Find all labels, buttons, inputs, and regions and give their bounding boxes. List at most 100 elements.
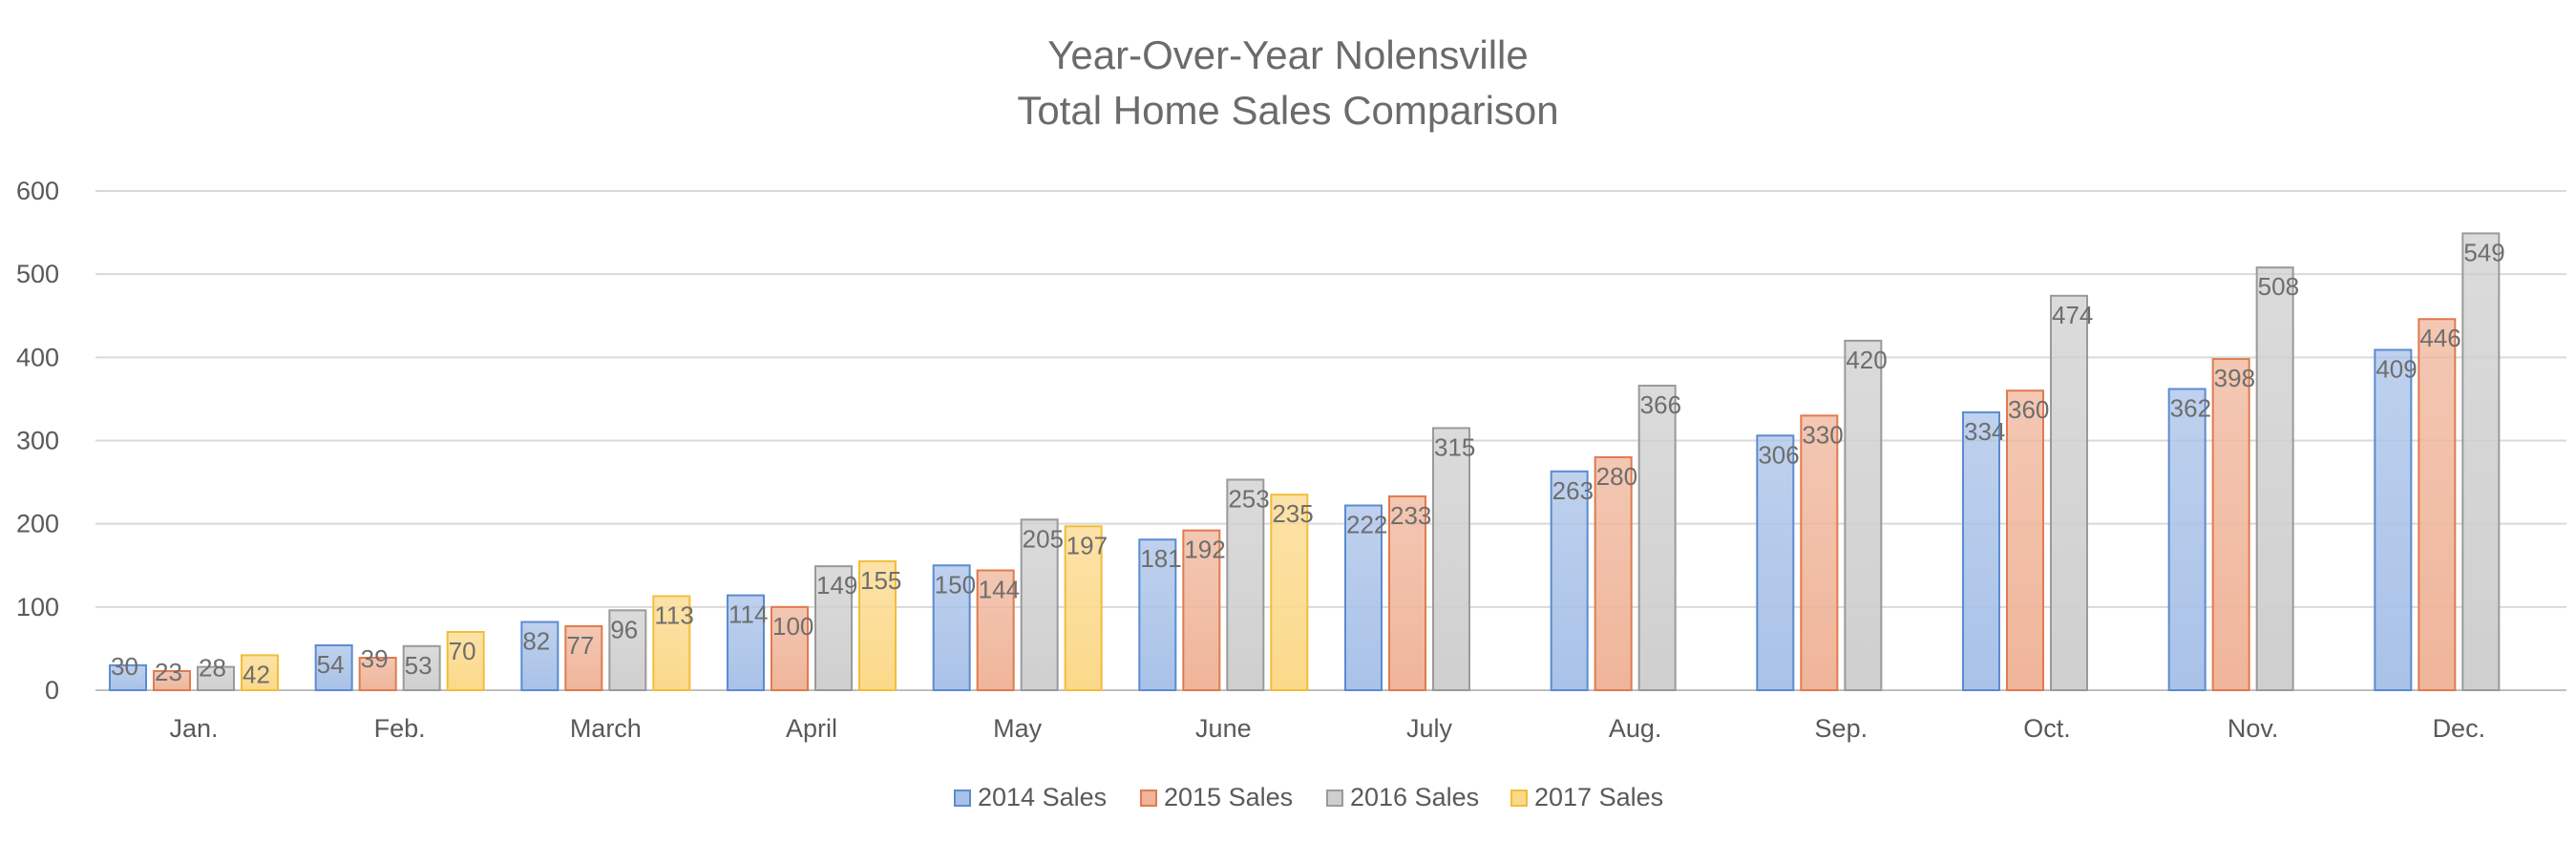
bar-2015-sales-dec — [2418, 318, 2457, 691]
x-tick-label: Nov. — [2228, 714, 2279, 743]
bar-2015-sales-feb — [358, 657, 397, 692]
x-tick-label: July — [1406, 714, 1453, 743]
bar-2016-sales-feb — [402, 644, 441, 692]
x-tick-label: Feb. — [374, 714, 426, 743]
data-label: 362 — [2170, 393, 2211, 422]
data-label: 28 — [199, 654, 226, 683]
data-label: 70 — [449, 637, 476, 665]
data-label: 113 — [654, 601, 693, 630]
bar-2017-sales-feb — [446, 630, 485, 692]
data-label: 360 — [2008, 395, 2049, 424]
bar-2014-sales-april — [727, 594, 765, 692]
x-tick-label: June — [1195, 714, 1252, 743]
data-label: 192 — [1184, 536, 1225, 564]
bar-2014-sales-nov — [2167, 388, 2206, 691]
bar-2017-sales-jan — [241, 654, 279, 692]
data-label: 53 — [405, 651, 433, 680]
data-label: 197 — [1066, 531, 1108, 559]
data-label: 222 — [1346, 510, 1387, 538]
bar-2016-sales-may — [1020, 518, 1059, 692]
data-label: 155 — [860, 566, 901, 595]
bar-2015-sales-march — [564, 624, 603, 691]
chart-title: Year-Over-Year Nolensville — [1047, 32, 1529, 77]
y-tick-label: 400 — [16, 343, 59, 371]
data-label: 39 — [361, 644, 389, 673]
y-tick-label: 200 — [16, 510, 59, 538]
chart-subtitle: Total Home Sales Comparison — [1017, 88, 1559, 133]
y-tick-label: 600 — [16, 177, 59, 205]
legend-label-2017-sales: 2017 Sales — [1534, 783, 1663, 811]
y-tick-label: 0 — [45, 676, 59, 705]
legend-swatch-2014-sales — [954, 789, 971, 807]
bar-2014-sales-oct — [1962, 410, 2000, 691]
bar-2014-sales-dec — [2374, 348, 2413, 691]
legend-label-2016-sales: 2016 Sales — [1350, 783, 1479, 811]
legend-swatch-2017-sales — [1510, 789, 1528, 807]
x-axis: Jan. Feb. March April May June July Aug. Sep. Oct… — [169, 714, 2485, 743]
data-label: 181 — [1140, 544, 1181, 573]
bar-2016-sales-dec — [2461, 232, 2501, 692]
data-label: 420 — [1846, 346, 1887, 374]
bar-2015-sales-oct — [2006, 389, 2044, 691]
bar-2017-sales-may — [1064, 525, 1103, 692]
bar-2016-sales-jan — [197, 665, 235, 691]
bar-2014-sales-may — [932, 564, 971, 691]
gridlines — [95, 190, 2566, 691]
data-label: 315 — [1434, 432, 1475, 461]
bar-2016-sales-nov — [2255, 266, 2294, 691]
x-tick-label: Jan. — [169, 714, 218, 743]
data-label: 30 — [111, 652, 138, 681]
x-tick-label: Aug. — [1609, 714, 1662, 743]
legend-swatch-2016-sales — [1326, 789, 1343, 807]
data-label: 235 — [1272, 499, 1313, 528]
data-label: 149 — [816, 571, 857, 600]
x-tick-label: Sep. — [1815, 714, 1869, 743]
bar-2014-sales-july — [1344, 504, 1383, 691]
data-label: 334 — [1964, 417, 2005, 446]
x-tick-label: May — [993, 714, 1043, 743]
data-label: 42 — [243, 660, 270, 688]
data-label: 23 — [155, 658, 182, 686]
data-label: 82 — [522, 627, 550, 656]
bar-2015-sales-aug — [1594, 455, 1633, 691]
x-tick-label: March — [570, 714, 642, 743]
data-label: 253 — [1228, 484, 1269, 513]
data-label: 306 — [1758, 440, 1799, 469]
x-tick-label: Oct. — [2023, 714, 2071, 743]
x-tick-label: April — [786, 714, 837, 743]
bar-2014-sales-march — [520, 621, 560, 691]
data-label: 280 — [1596, 462, 1637, 491]
bar-2016-sales-july — [1432, 427, 1470, 691]
bar-2014-sales-jan — [109, 663, 147, 691]
bar-2014-sales-aug — [1550, 470, 1589, 692]
bar-2016-sales-april — [814, 565, 853, 691]
legend-label-2014-sales: 2014 Sales — [978, 783, 1107, 811]
data-label: 446 — [2419, 324, 2460, 352]
data-label: 233 — [1390, 501, 1431, 530]
bar-2015-sales-april — [771, 605, 809, 691]
bar-2015-sales-june — [1182, 529, 1221, 692]
x-tick-label: Dec. — [2433, 714, 2486, 743]
bar-2016-sales-aug — [1637, 384, 1677, 691]
data-label: 508 — [2258, 272, 2299, 301]
bar-2015-sales-nov — [2211, 358, 2250, 691]
data-label: 366 — [1640, 390, 1681, 419]
bar-2017-sales-april — [858, 559, 897, 691]
bar-2015-sales-sep — [1800, 414, 1839, 691]
bar-2017-sales-march — [652, 595, 691, 691]
bar-2016-sales-march — [608, 609, 647, 692]
data-label: 100 — [772, 612, 813, 641]
bar-2016-sales-june — [1226, 478, 1265, 691]
y-tick-label: 100 — [16, 593, 59, 621]
bar-2014-sales-june — [1138, 538, 1177, 691]
bar-2014-sales-feb — [314, 643, 353, 691]
data-label: 330 — [1802, 420, 1843, 449]
y-tick-label: 300 — [16, 427, 59, 455]
bar-2016-sales-oct — [2050, 294, 2088, 691]
data-label: 96 — [610, 615, 638, 643]
data-label: 398 — [2214, 364, 2255, 392]
bar-2014-sales-sep — [1756, 434, 1795, 691]
legend: 2014 Sales 2015 Sales 2016 Sales 2017 Sales — [954, 783, 1663, 811]
